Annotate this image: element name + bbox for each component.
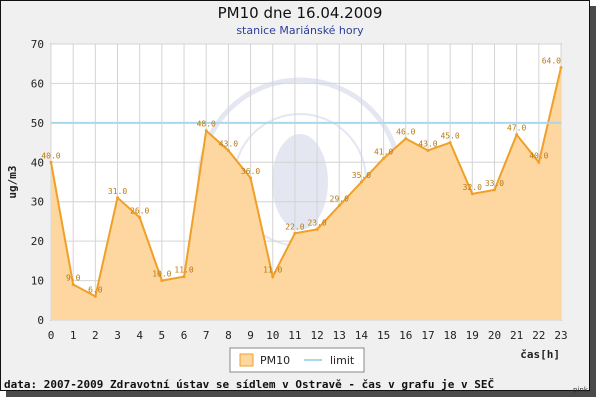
x-tick-label: 14 (355, 329, 369, 342)
data-label: 23.0 (307, 218, 326, 227)
data-label: 10.0 (152, 270, 171, 279)
x-tick-label: 4 (136, 329, 143, 342)
pm10-point (293, 231, 297, 235)
y-tick-label: 40 (31, 156, 44, 169)
y-tick-label: 70 (31, 38, 44, 51)
x-tick-label: 21 (510, 329, 523, 342)
pm10-point (359, 180, 363, 184)
x-tick-label: 7 (203, 329, 210, 342)
x-tick-label: 9 (247, 329, 254, 342)
x-tick-label: 3 (114, 329, 121, 342)
legend-label-pm10: PM10 (260, 354, 290, 367)
data-label: 32.0 (463, 183, 482, 192)
data-label: 11.0 (174, 266, 193, 275)
pm10-point (160, 279, 164, 283)
data-label: 35.0 (352, 171, 371, 180)
pm10-line (50, 67, 562, 298)
pm10-point (448, 141, 452, 145)
pm10-point (470, 192, 474, 196)
pm10-point (426, 148, 430, 152)
data-label: 26.0 (130, 206, 149, 215)
pm10-point (93, 294, 97, 298)
x-tick-label: 10 (266, 329, 279, 342)
data-label: 43.0 (418, 139, 437, 148)
corner-tag: pink (573, 386, 589, 394)
pm10-point (138, 215, 142, 219)
y-tick-label: 30 (31, 196, 44, 209)
x-tick-label: 16 (399, 329, 412, 342)
data-label: 40.0 (41, 151, 60, 160)
pm10-point (537, 160, 541, 164)
chart-title: PM10 dne 16.04.2009 (218, 4, 383, 22)
y-tick-label: 0 (37, 314, 44, 327)
x-tick-label: 23 (554, 329, 567, 342)
pm10-point (271, 275, 275, 279)
data-label: 48.0 (197, 120, 216, 129)
pm10-point (315, 227, 319, 231)
y-tick-label: 10 (31, 275, 44, 288)
data-label: 6.0 (88, 285, 103, 294)
pm10-point (559, 66, 563, 70)
data-label: 36.0 (241, 167, 260, 176)
pm10-point (492, 188, 496, 192)
data-label: 9.0 (66, 274, 81, 283)
legend: PM10 limit (229, 347, 365, 373)
x-tick-label: 18 (444, 329, 457, 342)
legend-swatch-pm10 (239, 353, 254, 367)
pm10-point (382, 156, 386, 160)
data-label: 31.0 (108, 187, 127, 196)
x-tick-label: 12 (310, 329, 323, 342)
data-label: 45.0 (440, 132, 459, 141)
x-tick-label: 11 (288, 329, 301, 342)
pm10-point (226, 148, 230, 152)
pm10-area-fill (51, 67, 561, 321)
y-tick-labels: 0 10 20 30 40 50 60 70 (31, 38, 44, 327)
pm10-point (116, 196, 120, 200)
x-tick-labels: 0 1 2 3 4 5 6 7 8 9 10 11 12 13 14 15 16 17 18 19 20 21 22 23 (48, 329, 568, 342)
data-label: 41.0 (374, 147, 393, 156)
data-label: 29.0 (330, 195, 349, 204)
data-label: 47.0 (507, 124, 526, 133)
data-labels: 40.09.06.031.026.010.0 11.048.043.036.011… (41, 57, 561, 295)
pm10-point (49, 160, 53, 164)
pm10-point (71, 283, 75, 287)
pm10-point (249, 176, 253, 180)
data-label: 64.0 (542, 57, 561, 66)
y-tick-label: 50 (31, 117, 44, 130)
x-tick-label: 19 (466, 329, 479, 342)
data-label: 22.0 (285, 222, 304, 231)
chart-subtitle: stanice Mariánské hory (236, 24, 364, 37)
x-tick-label: 6 (181, 329, 188, 342)
x-axis-label: čas[h] (520, 348, 560, 361)
y-tick-label: 20 (31, 235, 44, 248)
pm10-point (515, 133, 519, 137)
x-tick-label: 15 (377, 329, 390, 342)
x-tick-label: 1 (70, 329, 77, 342)
pm10-point (337, 204, 341, 208)
footer-source: data: 2007-2009 Zdravotní ústav se sídle… (4, 378, 494, 391)
pm10-point (182, 275, 186, 279)
data-label: 33.0 (485, 179, 504, 188)
y-axis-label: ug/m3 (6, 165, 19, 198)
pm10-points (49, 66, 563, 298)
legend-label-limit: limit (330, 354, 355, 367)
data-label: 43.0 (219, 139, 238, 148)
x-tick-label: 8 (225, 329, 232, 342)
x-tick-label: 17 (421, 329, 434, 342)
pm10-point (204, 129, 208, 133)
x-tick-label: 5 (159, 329, 166, 342)
data-label: 40.0 (529, 151, 548, 160)
x-tick-label: 2 (92, 329, 99, 342)
pm10-area (50, 67, 562, 321)
data-label: 46.0 (396, 128, 415, 137)
x-tick-label: 22 (532, 329, 545, 342)
y-tick-label: 60 (31, 77, 44, 90)
data-label: 11.0 (263, 266, 282, 275)
x-tick-label: 20 (488, 329, 501, 342)
x-tick-label: 13 (333, 329, 346, 342)
pm10-point (404, 137, 408, 141)
x-tick-label: 0 (48, 329, 55, 342)
